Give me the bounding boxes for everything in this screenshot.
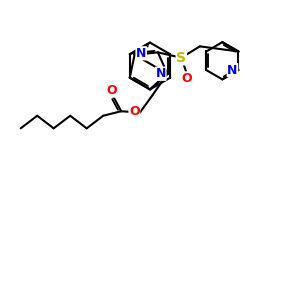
Text: O: O bbox=[106, 84, 117, 97]
Text: N: N bbox=[136, 47, 146, 60]
Text: O: O bbox=[129, 105, 140, 118]
Text: O: O bbox=[182, 72, 192, 85]
Text: S: S bbox=[176, 51, 186, 65]
Text: N: N bbox=[156, 67, 166, 80]
Text: N: N bbox=[227, 64, 238, 76]
